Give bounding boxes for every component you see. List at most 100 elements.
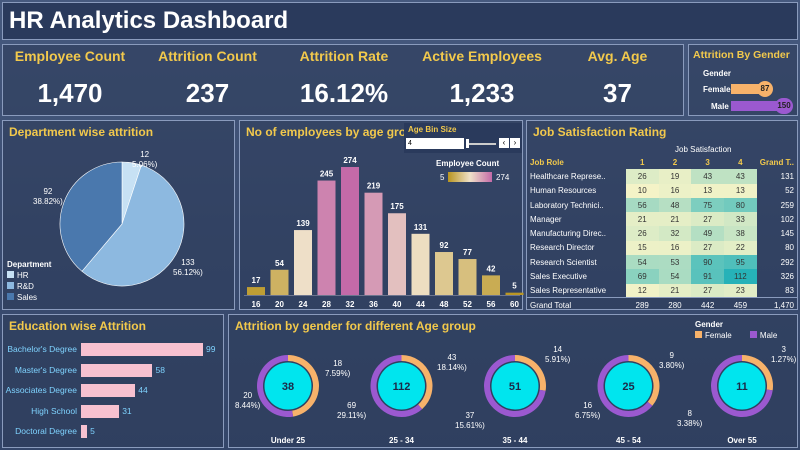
donut-label-female: 18 7.59%) (325, 359, 350, 379)
education-label: High School (31, 405, 77, 416)
job-satisfaction-header-cell: 3 (705, 157, 710, 167)
age-tick-label: 36 (369, 300, 378, 309)
education-bar[interactable] (81, 384, 136, 397)
rating-cell: 49 (691, 226, 725, 241)
age-bar-24[interactable] (294, 230, 312, 295)
age-bar-32[interactable] (341, 167, 359, 295)
dept-legend-sales[interactable]: Sales (7, 292, 51, 303)
age-bin-slider[interactable] (466, 143, 496, 145)
job-satisfaction-row[interactable]: Manufacturing Direc.. 26 32 49 38 145 (527, 226, 797, 241)
rating-cell: 33 (724, 212, 757, 227)
donut-segment-male[interactable] (597, 355, 653, 417)
job-satisfaction-row[interactable]: Human Resources 10 16 13 13 52 (527, 183, 797, 198)
age-bin-input[interactable]: 4 (406, 138, 464, 149)
kpi-label: Attrition Rate (299, 48, 389, 64)
employee-count-max: 274 (496, 173, 510, 182)
job-satisfaction-row[interactable]: Laboratory Technici.. 56 48 75 80 259 (527, 197, 797, 213)
gender-bar-female[interactable] (731, 84, 767, 94)
age-bar-40[interactable] (388, 213, 406, 295)
grand-total-cell: 280 (668, 300, 682, 310)
age-gender-legend: Gender Female Male (695, 319, 777, 341)
education-bar[interactable] (81, 343, 203, 356)
donut-segment-female[interactable] (401, 355, 433, 410)
gender-value-male: 150 (775, 98, 793, 114)
legend-male[interactable]: Male (749, 331, 777, 340)
dept-legend-title: Department (7, 260, 52, 269)
donut-center (264, 362, 312, 410)
kpi-value: 1,470 (37, 78, 103, 108)
donut-label-male-count: 37 (465, 411, 475, 420)
age-bar-label: 131 (414, 223, 428, 232)
age-tick-label: 40 (393, 300, 402, 309)
age-bar-label: 54 (275, 259, 284, 268)
age-bar-60[interactable] (505, 292, 524, 295)
age-bin-slider-handle[interactable] (466, 139, 469, 148)
job-satisfaction-row[interactable]: Sales Executive 69 54 91 112 326 (527, 269, 797, 284)
age-bar-52[interactable] (458, 259, 477, 295)
job-satisfaction-row[interactable]: Sales Representative 12 21 27 23 83 (527, 283, 797, 298)
dept-legend-rnd[interactable]: R&D (7, 281, 51, 292)
age-bar-36[interactable] (364, 192, 383, 295)
dept-label-sales-pct: 38.82%) (33, 197, 63, 206)
donut-segment-male[interactable] (370, 355, 423, 417)
donut-label-female: 14 5.91%) (545, 345, 570, 365)
donut-label-male: 20 8.44%) (235, 391, 260, 411)
row-total-cell: 326 (780, 272, 794, 282)
donut-label-male-pct: 6.75%) (575, 411, 601, 420)
education-bar[interactable] (81, 425, 88, 438)
gender-bar-male[interactable] (731, 101, 789, 111)
pie-slice-rnd[interactable] (81, 164, 185, 287)
job-role-cell: Sales Representative (530, 286, 607, 296)
donut-label-female-pct: 3.80%) (659, 361, 685, 370)
row-total-cell: 131 (780, 171, 794, 181)
age-bar-28[interactable] (317, 180, 336, 295)
legend-female[interactable]: Female (695, 331, 732, 340)
donut-segment-female[interactable] (628, 355, 660, 406)
job-satisfaction-row[interactable]: Healthcare Represe.. 26 19 43 43 131 (527, 169, 797, 184)
job-satisfaction-row[interactable]: Manager 21 21 27 33 102 (527, 212, 797, 227)
education-value: 5 (90, 426, 95, 436)
kpi-label: Avg. Age (587, 48, 648, 64)
age-bar-label: 5 (512, 282, 517, 291)
donut-label-female: 9 3.80%) (659, 351, 684, 371)
age-bin-increment-icon[interactable]: › (510, 138, 520, 148)
age-bar-20[interactable] (270, 269, 289, 295)
donut-segment-female[interactable] (742, 355, 773, 391)
rating-cell: 23 (724, 283, 757, 298)
kpi-label: Active Employees (422, 48, 542, 64)
age-bar-56[interactable] (482, 275, 500, 295)
legend-label-hr: HR (17, 271, 29, 280)
age-bar-16[interactable] (247, 287, 265, 295)
education-bar[interactable] (81, 363, 153, 377)
pie-slice-sales[interactable] (59, 161, 123, 272)
age-bin-decrement-icon[interactable]: ‹ (499, 138, 509, 148)
kpi-label: Employee Count (14, 48, 126, 64)
rating-cell: 10 (625, 183, 659, 198)
donut-segment-male[interactable] (257, 355, 294, 417)
age-group-label: 35 - 44 (502, 436, 528, 445)
donut-label-male: 37 15.61%) (455, 411, 485, 431)
age-bar-44[interactable] (411, 233, 430, 295)
age-bar-48[interactable] (435, 252, 453, 295)
donut-segment-female[interactable] (515, 355, 546, 391)
department-panel: Department wise attrition 12 5.06%) 92 38.… (2, 120, 235, 310)
gender-label-male: Male (711, 102, 729, 111)
rating-cell: 48 (658, 197, 692, 213)
donut-svg: 38 112 51 25 11 (257, 355, 773, 417)
rating-cell: 21 (658, 212, 692, 227)
job-satisfaction-row[interactable]: Research Scientist 54 53 90 95 292 (527, 255, 797, 270)
donut-center-value: 25 (622, 381, 634, 393)
education-bar[interactable] (81, 404, 120, 418)
kpi-value: 1,233 (449, 78, 515, 108)
age-panel: No of employees by age group Age Bin Siz… (239, 120, 524, 310)
job-role-cell: Manager (530, 214, 562, 224)
age-bar-label: 139 (296, 219, 310, 228)
job-satisfaction-row[interactable]: Research Director 15 16 27 22 80 (527, 240, 797, 256)
job-satisfaction-title: Job Satisfaction Rating (533, 125, 667, 139)
dept-legend-hr[interactable]: HR (7, 270, 51, 281)
employee-count-gradient (448, 172, 492, 182)
job-role-cell: Human Resources (530, 186, 597, 196)
donut-segment-female[interactable] (288, 355, 319, 417)
donut-label-male-count: 69 (347, 401, 357, 410)
job-satisfaction-top-header: Job Satisfaction (675, 145, 732, 154)
